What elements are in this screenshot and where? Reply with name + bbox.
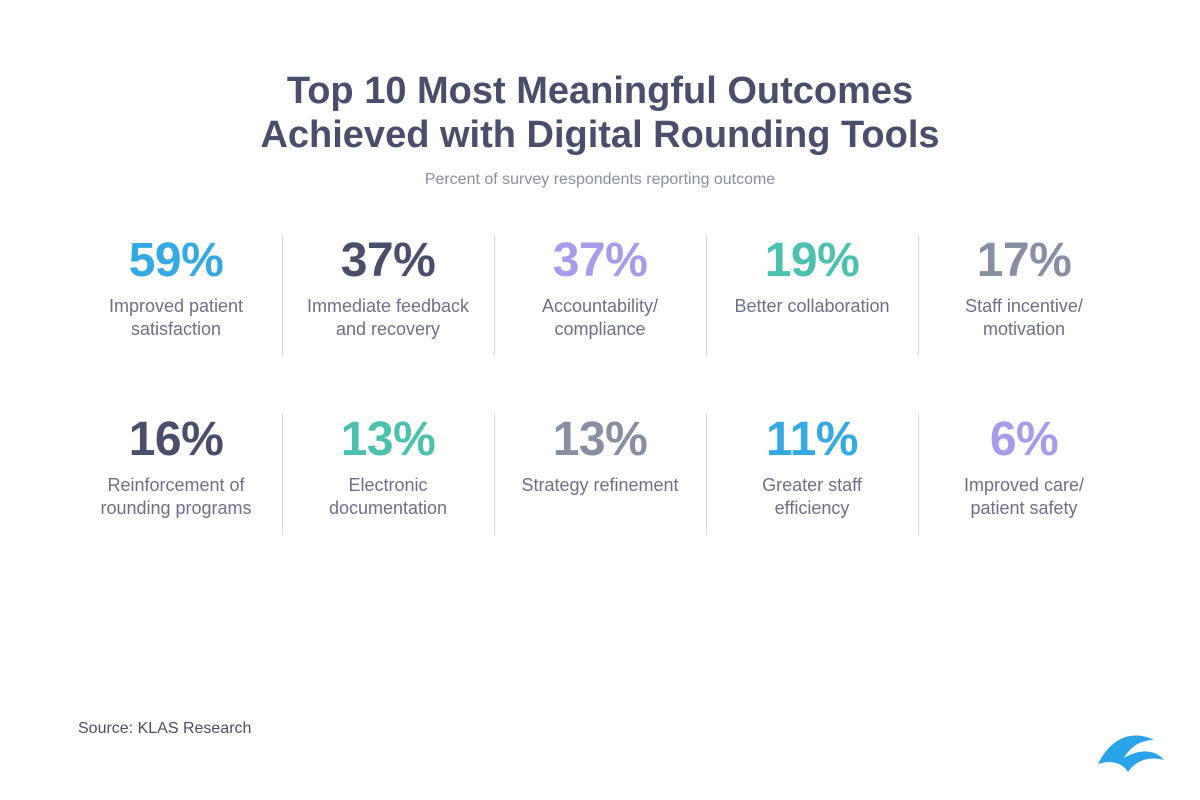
stat-cell: 11% Greater staff efficiency bbox=[706, 408, 918, 541]
stat-label: Electronic documentation bbox=[300, 474, 476, 519]
stat-label: Greater staff efficiency bbox=[724, 474, 900, 519]
title-line-1: Top 10 Most Meaningful Outcomes bbox=[287, 70, 913, 112]
source-text: Source: KLAS Research bbox=[78, 720, 251, 738]
stat-percent: 17% bbox=[977, 237, 1072, 285]
stat-label: Improved care/ patient safety bbox=[936, 474, 1112, 519]
stat-percent: 16% bbox=[129, 416, 224, 464]
stat-cell: 37% Accountability/ compliance bbox=[494, 229, 706, 362]
stat-cell: 13% Strategy refinement bbox=[494, 408, 706, 541]
stat-percent: 37% bbox=[341, 237, 436, 285]
title-line-2: Achieved with Digital Rounding Tools bbox=[260, 114, 939, 156]
stats-grid: 59% Improved patient satisfaction 37% Im… bbox=[70, 229, 1130, 541]
stat-cell: 37% Immediate feedback and recovery bbox=[282, 229, 494, 362]
stat-cell: 13% Electronic documentation bbox=[282, 408, 494, 541]
page-title: Top 10 Most Meaningful Outcomes Achieved… bbox=[70, 70, 1130, 157]
subtitle: Percent of survey respondents reporting … bbox=[70, 171, 1130, 189]
stat-cell: 59% Improved patient satisfaction bbox=[70, 229, 282, 362]
stat-cell: 17% Staff incentive/ motivation bbox=[918, 229, 1130, 362]
stat-percent: 13% bbox=[553, 416, 648, 464]
stat-percent: 13% bbox=[341, 416, 436, 464]
stat-label: Improved patient satisfaction bbox=[88, 295, 264, 340]
stat-cell: 16% Reinforcement of rounding programs bbox=[70, 408, 282, 541]
stat-label: Better collaboration bbox=[734, 295, 889, 318]
infographic-container: Top 10 Most Meaningful Outcomes Achieved… bbox=[0, 0, 1200, 800]
stat-percent: 11% bbox=[766, 416, 858, 464]
stat-percent: 59% bbox=[129, 237, 224, 285]
stat-percent: 19% bbox=[765, 237, 860, 285]
stat-label: Accountability/ compliance bbox=[512, 295, 688, 340]
brand-logo-icon bbox=[1094, 726, 1166, 774]
stat-label: Staff incentive/ motivation bbox=[936, 295, 1112, 340]
stat-label: Reinforcement of rounding programs bbox=[88, 474, 264, 519]
stat-cell: 19% Better collaboration bbox=[706, 229, 918, 362]
stat-percent: 37% bbox=[553, 237, 648, 285]
stat-label: Strategy refinement bbox=[521, 474, 678, 497]
stat-cell: 6% Improved care/ patient safety bbox=[918, 408, 1130, 541]
stat-percent: 6% bbox=[990, 416, 1058, 464]
stat-label: Immediate feedback and recovery bbox=[300, 295, 476, 340]
